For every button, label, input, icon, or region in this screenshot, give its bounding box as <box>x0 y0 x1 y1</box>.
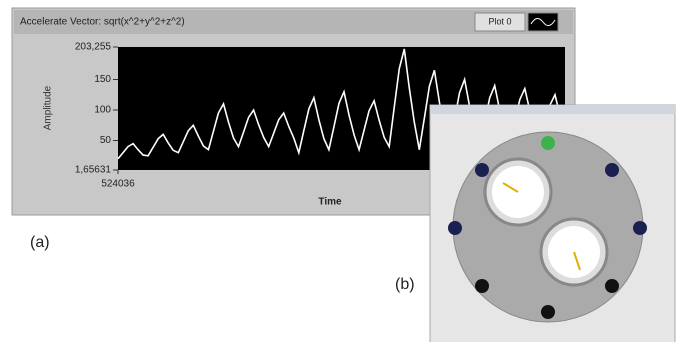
caption-b: (b) <box>395 276 415 293</box>
caption-a: (a) <box>30 234 50 251</box>
indicator <box>475 163 489 177</box>
y-tick-label: 1,65631 <box>75 165 112 176</box>
y-tick-label: 150 <box>94 74 111 85</box>
page: {"chart_data": {"type": "line", "title":… <box>0 0 683 342</box>
window-title-bar <box>430 105 675 114</box>
gauge-window <box>430 105 675 342</box>
y-tick-label: 203,255 <box>75 42 112 53</box>
chart-title: Accelerate Vector: sqrt(x^2+y^2+z^2) <box>20 17 185 28</box>
y-tick-label: 50 <box>100 135 112 146</box>
legend-label: Plot 0 <box>488 16 511 26</box>
x-axis-label: Time <box>318 197 342 208</box>
indicator <box>541 305 555 319</box>
indicator <box>541 136 555 150</box>
indicator <box>605 163 619 177</box>
y-tick-label: 100 <box>94 105 111 116</box>
indicator <box>448 221 462 235</box>
indicator <box>605 279 619 293</box>
indicator <box>633 221 647 235</box>
indicator <box>475 279 489 293</box>
y-axis-label: Amplitude <box>43 85 54 130</box>
screenshot: Accelerate Vector: sqrt(x^2+y^2+z^2) Plo… <box>0 0 683 342</box>
x-tick-label: 524036 <box>101 179 135 190</box>
dial-plate <box>453 132 643 322</box>
